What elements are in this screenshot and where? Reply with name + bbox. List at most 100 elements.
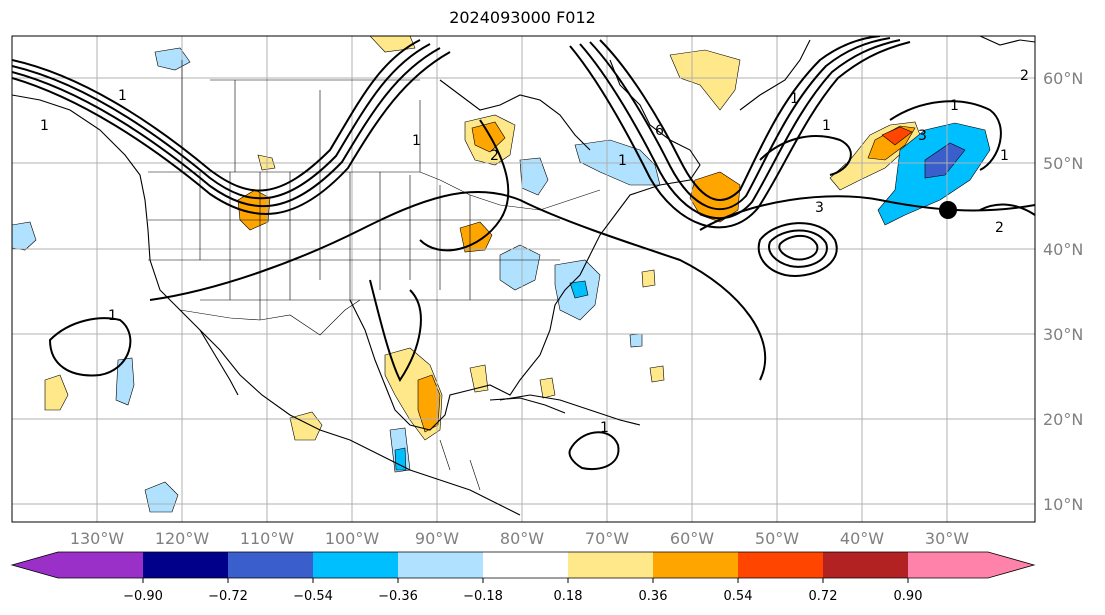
contour-line bbox=[599, 36, 881, 201]
coastline-gulf bbox=[349, 59, 701, 431]
contour-line bbox=[889, 100, 1002, 171]
coastline-greenland bbox=[979, 36, 1035, 46]
contour-label: 6 bbox=[655, 123, 664, 139]
coastline-caribbean bbox=[499, 394, 641, 426]
contour-line bbox=[768, 229, 828, 268]
contour-line bbox=[757, 222, 838, 277]
colorbar-segment bbox=[143, 552, 228, 578]
lon-label: 60°W bbox=[670, 529, 714, 548]
anomaly-patch bbox=[649, 365, 665, 383]
contour-label: 1 bbox=[412, 133, 421, 149]
contour-line bbox=[12, 47, 441, 208]
lat-label: 50°N bbox=[1043, 154, 1083, 173]
colorbar-segment bbox=[398, 552, 483, 578]
anomaly-patch bbox=[369, 36, 416, 53]
contour-labels: 1 1 1 1 1 1 1 1 1 1 2 2 2 3 3 6 bbox=[40, 68, 1029, 436]
anomaly-patch bbox=[881, 126, 913, 146]
lon-label: 40°W bbox=[840, 529, 884, 548]
contour-label: 3 bbox=[815, 200, 824, 216]
colorbar-tick-label: −0.72 bbox=[208, 589, 248, 604]
lat-label: 30°N bbox=[1043, 325, 1083, 344]
colorbar-tick-label: 0.90 bbox=[894, 589, 923, 604]
colorbar-ticks bbox=[142, 578, 909, 583]
contour-line bbox=[12, 51, 451, 215]
colorbar-segment bbox=[823, 552, 908, 578]
coastline-west bbox=[12, 94, 521, 516]
contour-label: 2 bbox=[995, 220, 1004, 236]
contour-label: 1 bbox=[600, 420, 609, 436]
coastline-hudson bbox=[439, 79, 591, 151]
anomaly-patch bbox=[669, 49, 741, 111]
longitude-labels: 130°W 120°W 110°W 100°W 90°W 80°W 70°W 6… bbox=[70, 529, 969, 548]
colorbar-segment bbox=[58, 552, 143, 578]
contour-label: 2 bbox=[1020, 68, 1029, 84]
colorbar: −0.90 −0.72 −0.54 −0.36 −0.18 0.18 0.36 … bbox=[10, 551, 1036, 604]
contour-label: 1 bbox=[118, 88, 127, 104]
contour-label: 3 bbox=[918, 128, 927, 144]
anomaly-patch bbox=[471, 121, 506, 153]
colorbar-extend-max bbox=[988, 552, 1034, 578]
contour-line bbox=[12, 39, 421, 192]
contour-label: 1 bbox=[790, 91, 799, 107]
colorbar-tick-label: −0.90 bbox=[123, 589, 163, 604]
coastline-cuba bbox=[489, 397, 566, 414]
map-title: 2024093000 F012 bbox=[449, 8, 596, 27]
lon-label: 100°W bbox=[325, 529, 380, 548]
storm-center-marker bbox=[939, 201, 957, 219]
anomaly-patch bbox=[499, 244, 541, 291]
contour-line bbox=[568, 431, 620, 470]
colorbar-extend-min bbox=[12, 552, 58, 578]
contour-line bbox=[699, 195, 1035, 231]
anomaly-patch bbox=[12, 221, 37, 251]
lon-label: 50°W bbox=[755, 529, 799, 548]
contour-label: 1 bbox=[618, 153, 627, 169]
us-mexico-border bbox=[179, 299, 361, 336]
coastline-baja bbox=[199, 329, 239, 396]
contour-line bbox=[369, 279, 422, 382]
contour-line bbox=[419, 119, 510, 252]
contour-line bbox=[979, 203, 1035, 216]
latitude-labels: 60°N 50°N 40°N 30°N 20°N 10°N bbox=[1043, 69, 1083, 514]
contour-line bbox=[589, 37, 891, 211]
political-borders bbox=[148, 60, 601, 491]
coastlines bbox=[12, 36, 1035, 516]
lon-label: 30°W bbox=[925, 529, 969, 548]
contour-label: 1 bbox=[40, 118, 49, 134]
colorbar-tick-label: 0.54 bbox=[724, 589, 753, 604]
colorbar-tick-label: 0.72 bbox=[809, 589, 838, 604]
lon-label: 110°W bbox=[240, 529, 295, 548]
colorbar-tick-label: −0.54 bbox=[293, 589, 333, 604]
contour-line bbox=[579, 39, 901, 220]
anomaly-patch bbox=[641, 269, 656, 288]
contour-label: 1 bbox=[822, 118, 831, 134]
anomaly-patch bbox=[569, 280, 589, 299]
colorbar-outline bbox=[10, 551, 1036, 579]
contour-line bbox=[48, 317, 132, 377]
lat-label: 10°N bbox=[1043, 495, 1083, 514]
colorbar-segment bbox=[228, 552, 313, 578]
colorbar-tick-label: −0.36 bbox=[378, 589, 418, 604]
contour-line bbox=[149, 190, 767, 381]
colorbar-tick-label: 0.18 bbox=[554, 589, 583, 604]
lon-label: 70°W bbox=[585, 529, 629, 548]
coastline-labrador bbox=[739, 39, 811, 111]
anomaly-patch bbox=[115, 357, 135, 406]
colorbar-segment bbox=[908, 552, 988, 578]
contour-label: 1 bbox=[108, 308, 117, 324]
lat-label: 20°N bbox=[1043, 410, 1083, 429]
contour-label: 1 bbox=[950, 98, 959, 114]
lat-label: 40°N bbox=[1043, 240, 1083, 259]
anomaly-patch bbox=[417, 374, 441, 433]
colorbar-segment bbox=[313, 552, 398, 578]
central-america-lines bbox=[439, 439, 481, 491]
canada-province-lines bbox=[181, 60, 421, 172]
contour-label: 1 bbox=[1000, 148, 1009, 164]
lon-label: 130°W bbox=[70, 529, 125, 548]
anomaly-patch bbox=[44, 374, 69, 411]
colorbar-tick-label: 0.36 bbox=[639, 589, 668, 604]
contour-line bbox=[778, 234, 819, 261]
lat-label: 60°N bbox=[1043, 69, 1083, 88]
shaded-anomaly-layer bbox=[12, 36, 991, 513]
colorbar-segment bbox=[568, 552, 653, 578]
colorbar-segment bbox=[653, 552, 738, 578]
